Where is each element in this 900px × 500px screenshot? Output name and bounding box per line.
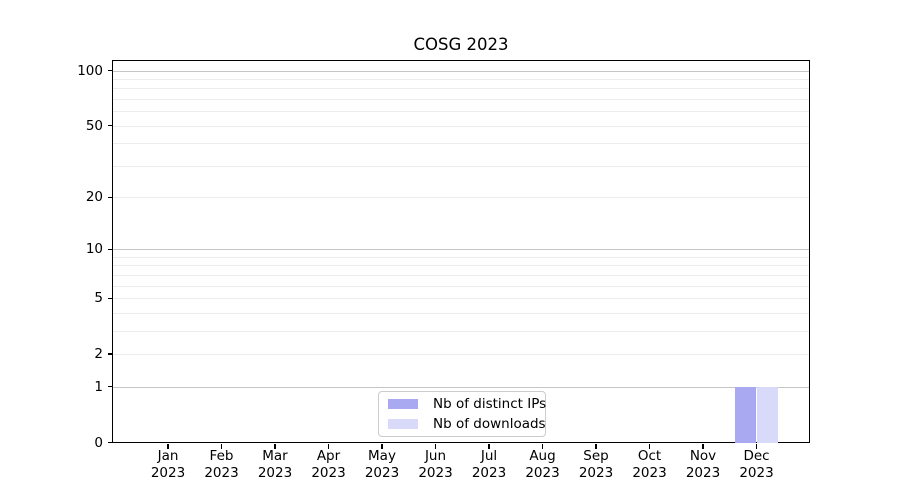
gridline-y-10 <box>113 249 809 251</box>
legend: Nb of distinct IPs Nb of downloads <box>378 391 546 437</box>
gridline-y-80 <box>113 88 809 90</box>
legend-item-distinct-ips: Nb of distinct IPs <box>388 394 546 414</box>
legend-item-downloads: Nb of downloads <box>388 414 546 434</box>
gridline-y-7 <box>113 274 809 276</box>
y-tick-100 <box>107 70 113 72</box>
gridline-y-20 <box>113 197 809 198</box>
gridline-y-1 <box>113 386 809 388</box>
gridline-y-100 <box>113 70 809 72</box>
x-tick-12 <box>755 444 758 449</box>
y-tick-5 <box>107 297 113 299</box>
plot-area <box>112 60 810 443</box>
gridline-y-60 <box>113 111 809 113</box>
x-tick-label-jan-2023: Jan 2023 <box>150 448 186 481</box>
bar-dec-2023-downloads <box>756 386 778 443</box>
x-tick-label-jul-2023: Jul 2023 <box>471 448 507 481</box>
x-tick-1 <box>167 444 169 449</box>
x-tick-label-sep-2023: Sep 2023 <box>578 448 614 481</box>
gridline-y-90 <box>113 78 809 80</box>
gridline-y-40 <box>113 143 809 145</box>
x-tick-label-dec-2023: Dec 2023 <box>739 448 774 481</box>
gridline-y-70 <box>113 98 809 100</box>
legend-label-downloads: Nb of downloads <box>433 416 546 432</box>
x-tick-label-feb-2023: Feb 2023 <box>204 448 239 481</box>
x-tick-6 <box>434 444 437 449</box>
y-tick-label-0: 0 <box>94 434 103 451</box>
y-tick-label-10: 10 <box>85 241 103 258</box>
y-tick-1 <box>107 386 113 388</box>
x-tick-label-jun-2023: Jun 2023 <box>418 448 453 481</box>
gridline-y-50 <box>113 125 809 127</box>
x-tick-label-mar-2023: Mar 2023 <box>257 448 293 481</box>
x-tick-7 <box>488 444 490 449</box>
y-tick-label-50: 50 <box>85 117 103 134</box>
gridline-y-30 <box>113 165 809 167</box>
gridline-y-2 <box>113 353 809 355</box>
x-tick-label-nov-2023: Nov 2023 <box>685 448 721 481</box>
gridline-y-4 <box>113 312 809 314</box>
gridline-y-8 <box>113 265 809 267</box>
y-tick-10 <box>107 248 113 250</box>
x-tick-2 <box>220 444 223 449</box>
x-tick-4 <box>327 444 330 449</box>
x-tick-10 <box>648 444 651 449</box>
gridline-y-6 <box>113 285 809 287</box>
gridline-y-3 <box>113 330 809 332</box>
x-tick-11 <box>702 444 704 449</box>
legend-label-distinct-ips: Nb of distinct IPs <box>433 396 547 412</box>
chart-title: COSG 2023 <box>413 35 509 54</box>
y-tick-label-5: 5 <box>94 290 103 307</box>
x-tick-9 <box>595 444 597 449</box>
y-tick-label-1: 1 <box>94 378 103 395</box>
y-tick-2 <box>107 353 113 355</box>
x-tick-5 <box>381 444 383 449</box>
y-tick-label-20: 20 <box>85 189 103 206</box>
bar-dec-2023-distinct-ips <box>735 386 757 443</box>
x-tick-label-oct-2023: Oct 2023 <box>632 448 667 481</box>
x-tick-label-may-2023: May 2023 <box>364 448 400 481</box>
x-tick-3 <box>274 444 276 449</box>
legend-swatch-downloads-icon <box>388 418 418 430</box>
x-tick-8 <box>541 444 544 449</box>
x-tick-label-apr-2023: Apr 2023 <box>311 448 346 481</box>
y-tick-50 <box>107 125 113 127</box>
y-tick-20 <box>107 196 113 198</box>
y-tick-label-100: 100 <box>77 62 103 79</box>
x-tick-label-aug-2023: Aug 2023 <box>525 448 560 481</box>
legend-swatch-distinct-ips-icon <box>388 398 418 410</box>
gridline-y-5 <box>113 298 809 299</box>
y-tick-label-2: 2 <box>94 346 103 362</box>
gridline-y-9 <box>113 256 809 258</box>
y-tick-0 <box>107 441 113 444</box>
